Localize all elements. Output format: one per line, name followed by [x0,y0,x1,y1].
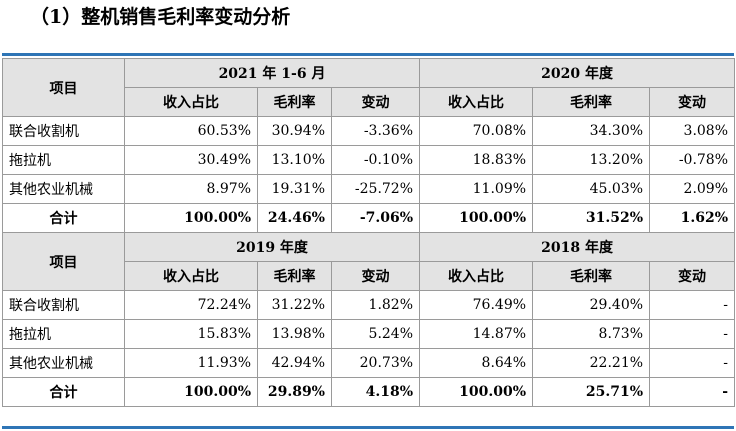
row-label: 拖拉机 [2,319,125,349]
col-header: 收入占比 [419,87,534,117]
cell: 100.00% [124,377,258,407]
row-label: 合计 [2,377,125,407]
cell: -7.06% [330,203,421,233]
total-row: 合计 100.00% 29.89% 4.18% 100.00% 25.71% - [2,377,736,407]
header-row-metrics: 收入占比 毛利率 变动 收入占比 毛利率 变动 [3,261,736,291]
cell: 24.46% [257,203,332,233]
table-row: 拖拉机 30.49% 13.10% -0.10% 18.83% 13.20% -… [2,145,736,175]
row-label: 其他农业机械 [2,348,125,378]
row-label: 联合收割机 [2,290,125,320]
period-header: 2019 年度 [123,232,421,262]
cell: 22.21% [532,348,651,378]
cell: - [649,348,736,378]
cell: 11.09% [419,174,534,204]
col-header: 收入占比 [419,261,534,291]
col-header: 变动 [330,261,421,291]
cell: 100.00% [419,203,534,233]
cell: 13.98% [257,319,332,349]
col-header: 收入占比 [124,87,258,117]
cell: 70.08% [419,116,534,146]
cell: 29.89% [257,377,332,407]
col-header: 变动 [330,87,421,117]
cell: 34.30% [532,116,651,146]
period-header: 2020 年度 [419,58,736,88]
table-top-rule [2,53,734,56]
cell: -0.10% [330,145,421,175]
cell: 8.64% [419,348,534,378]
row-label: 合计 [2,203,125,233]
cell: 45.03% [532,174,651,204]
col-header: 收入占比 [124,261,258,291]
header-row-metrics: 收入占比 毛利率 变动 收入占比 毛利率 变动 [3,87,736,117]
cell: 2.09% [649,174,736,204]
total-row: 合计 100.00% 24.46% -7.06% 100.00% 31.52% … [2,203,736,233]
cell: 8.97% [124,174,258,204]
table-row: 联合收割机 60.53% 30.94% -3.36% 70.08% 34.30%… [2,116,736,146]
col-header: 变动 [649,261,736,291]
cell: 14.87% [419,319,534,349]
col-header: 毛利率 [257,87,332,117]
cell: 25.71% [532,377,651,407]
cell: -3.36% [330,116,421,146]
cell: 1.62% [649,203,736,233]
header-row-periods: 项目 2019 年度 2018 年度 [2,232,736,291]
cell: 15.83% [124,319,258,349]
cell: 72.24% [124,290,258,320]
row-label: 拖拉机 [2,145,125,175]
col-header: 毛利率 [257,261,332,291]
table-bottom-rule [2,426,734,429]
header-row-periods: 项目 2021 年 1-6 月 2020 年度 [2,58,736,117]
cell: 31.52% [532,203,651,233]
col-header: 毛利率 [532,87,651,117]
cell: 11.93% [124,348,258,378]
section-title: （1）整机销售毛利率变动分析 [30,6,291,28]
period-header: 2018 年度 [419,232,736,262]
item-header: 项目 [2,58,125,117]
cell: 5.24% [330,319,421,349]
cell: 20.73% [330,348,421,378]
table-row: 其他农业机械 8.97% 19.31% -25.72% 11.09% 45.03… [2,174,736,204]
col-header: 毛利率 [532,261,651,291]
cell: 13.20% [532,145,651,175]
cell: -25.72% [330,174,421,204]
cell: 100.00% [419,377,534,407]
col-header: 变动 [649,87,736,117]
table-row: 其他农业机械 11.93% 42.94% 20.73% 8.64% 22.21%… [2,348,736,378]
cell: 1.82% [330,290,421,320]
cell: 60.53% [124,116,258,146]
row-label: 其他农业机械 [2,174,125,204]
cell: - [649,290,736,320]
cell: -0.78% [649,145,736,175]
table-row: 拖拉机 15.83% 13.98% 5.24% 14.87% 8.73% - [2,319,736,349]
gross-margin-table: 项目 2021 年 1-6 月 2020 年度 收入占比 毛利率 变动 收入占比… [2,58,736,407]
cell: 29.40% [532,290,651,320]
row-label: 联合收割机 [2,116,125,146]
cell: 42.94% [257,348,332,378]
cell: 76.49% [419,290,534,320]
cell: 4.18% [330,377,421,407]
cell: - [649,319,736,349]
cell: 19.31% [257,174,332,204]
cell: 13.10% [257,145,332,175]
cell: 30.49% [124,145,258,175]
cell: 100.00% [124,203,258,233]
period-header: 2021 年 1-6 月 [123,58,421,88]
cell: 8.73% [532,319,651,349]
cell: 3.08% [649,116,736,146]
cell: 30.94% [257,116,332,146]
item-header: 项目 [2,232,125,291]
table-row: 联合收割机 72.24% 31.22% 1.82% 76.49% 29.40% … [2,290,736,320]
cell: 18.83% [419,145,534,175]
cell: - [649,377,736,407]
cell: 31.22% [257,290,332,320]
